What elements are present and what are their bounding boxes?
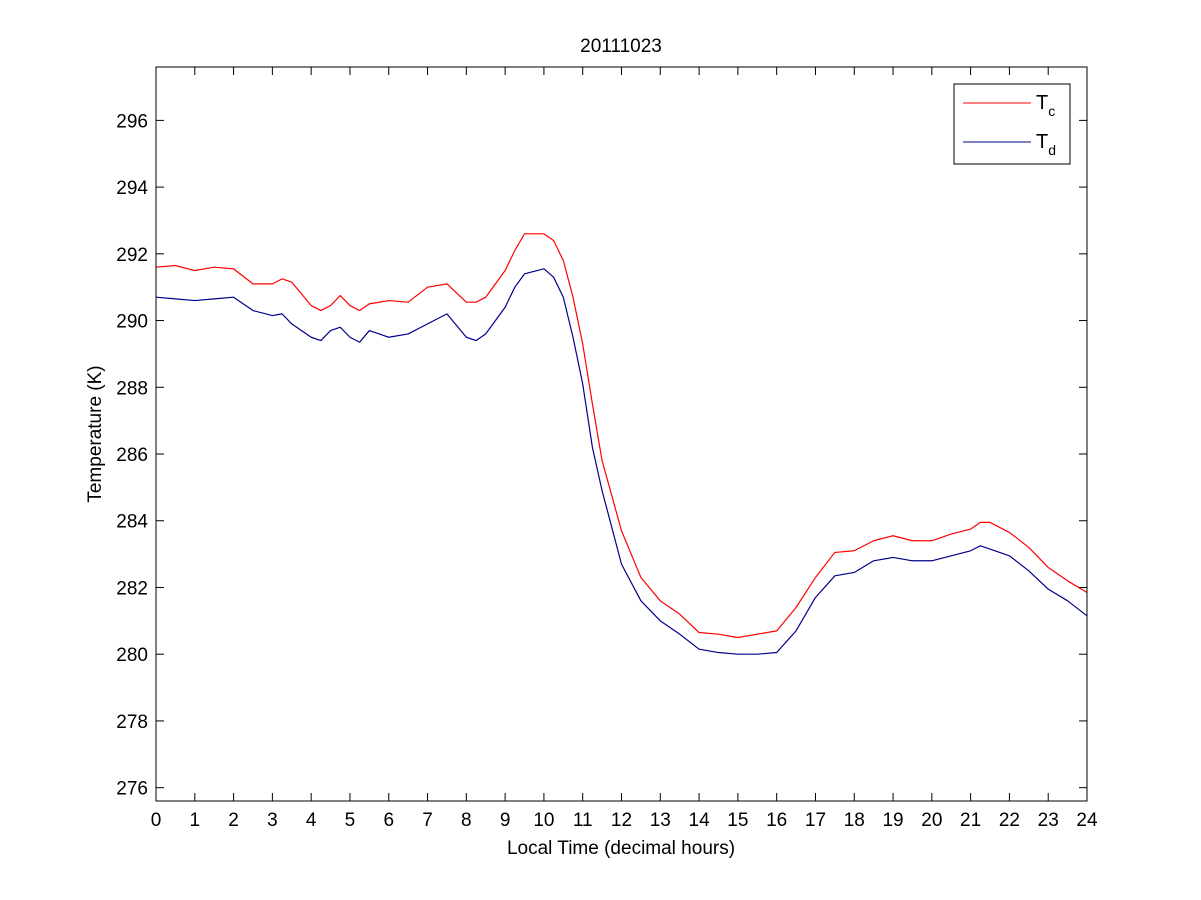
x-tick-label: 1 [190,810,201,831]
y-tick-label: 290 [116,312,148,333]
x-tick-label: 22 [999,810,1020,831]
legend-label-td-sub: d [1048,142,1056,158]
x-tick-label: 6 [383,810,394,831]
x-tick-label: 5 [345,810,356,831]
x-tick-label: 19 [882,810,903,831]
legend-box [953,83,1071,165]
x-tick-label: 16 [766,810,787,831]
x-tick-label: 13 [650,810,671,831]
axes-box [155,66,1088,802]
series-line-tc [155,233,1088,639]
legend: Tc Td [953,83,1071,165]
x-tick-label: 14 [689,810,711,831]
x-axis-label: Local Time (decimal hours) [507,838,735,859]
x-tick-label: 21 [960,810,981,831]
chart-title: 20111023 [580,36,662,57]
x-tick-label: 17 [805,810,826,831]
legend-label-tc-sub: c [1048,103,1055,119]
x-tick-label: 12 [611,810,632,831]
legend-label-tc-main: T [1036,92,1048,114]
x-tick-label: 18 [844,810,865,831]
y-tick-label: 278 [116,712,148,733]
x-tick-label: 8 [461,810,472,831]
y-tick-label: 280 [116,645,148,666]
y-tick-label: 296 [116,111,148,132]
x-tick-label: 10 [533,810,554,831]
y-axis-label: Temperature (K) [85,365,106,502]
x-tick-label: 15 [727,810,748,831]
legend-label-td-main: T [1036,131,1048,153]
x-tick-label: 2 [228,810,239,831]
x-tick-label: 24 [1076,810,1098,831]
series-layer [155,233,1088,655]
legend-label-td: Td [1036,131,1056,158]
y-tick-label: 294 [116,178,148,199]
x-tick-label: 11 [573,810,593,831]
x-tick-label: 0 [151,810,162,831]
series-line-td [155,268,1088,655]
y-tick-label: 282 [116,578,148,599]
tick-layer: 0 1 2 3 4 5 6 7 8 9 10 11 12 13 14 15 16 17 18 19 20 21 22 23 24… [116,67,1098,831]
y-tick-label: 284 [116,512,148,533]
y-tick-label: 292 [116,245,148,266]
x-tick-label: 7 [422,810,433,831]
y-tick-label: 288 [116,378,148,399]
legend-label-tc: Tc [1036,92,1055,119]
x-tick-label: 4 [306,810,317,831]
plot-area [156,67,1087,801]
x-tick-label: 20 [921,810,942,831]
y-tick-label: 276 [116,779,148,800]
x-tick-label: 23 [1038,810,1059,831]
y-tick-label: 286 [116,445,148,466]
x-tick-label: 9 [500,810,511,831]
x-tick-label: 3 [267,810,278,831]
